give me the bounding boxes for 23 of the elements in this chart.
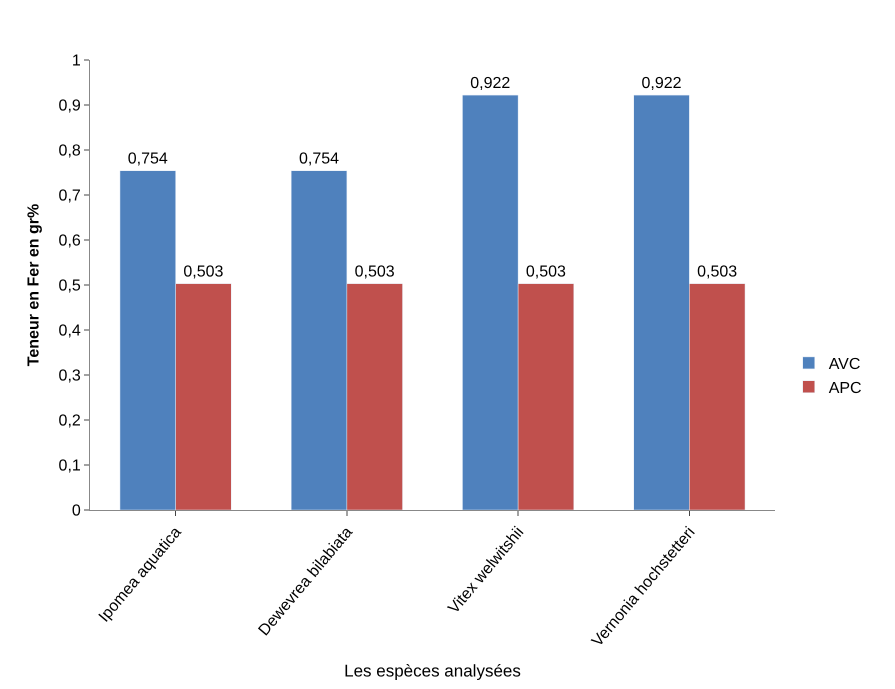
y-tick-label: 0,1 [58,458,81,475]
y-tick-label: 0,9 [58,98,81,115]
data-label: 0,503 [697,264,738,281]
y-tick-label: 0,3 [58,368,81,385]
data-label: 0,922 [641,75,682,92]
y-tick-label: 0,2 [58,412,81,430]
y-tick-label: 0,6 [58,232,81,250]
x-axis-title: Les espèces analysées [344,661,521,680]
data-label: 0,503 [354,264,395,281]
y-axis-title: Teneur en Fer en gr% [25,204,42,366]
y-tick-label: 0,7 [58,188,81,205]
y-tick-label: 0,8 [58,142,81,160]
data-label: 0,754 [128,150,168,168]
data-label: 0,754 [298,150,340,168]
data-label: 0,503 [183,264,224,281]
legend-label: AVC [828,356,860,374]
y-tick-label: 0,4 [58,322,81,340]
y-tick-label: 1 [72,52,81,70]
data-label: 0,503 [526,264,566,281]
y-tick-label: 0,5 [58,278,81,295]
y-tick-label: 0 [72,502,81,520]
data-label: 0,922 [470,75,510,92]
legend-label: APC [828,380,862,397]
